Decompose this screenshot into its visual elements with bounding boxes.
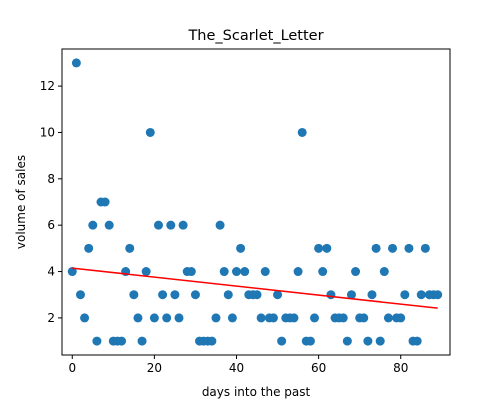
data-point [433,290,443,300]
y-axis: 2 4 6 8 10 12 [40,79,62,325]
data-point [170,290,180,300]
data-point [379,267,389,277]
y-tick-label: 12 [40,79,55,93]
data-point [88,220,98,230]
data-point [375,336,385,346]
data-point [117,336,127,346]
plot-area: 0 20 40 60 80 2 4 6 8 10 12 [40,48,451,375]
data-point [149,313,159,323]
data-point [227,313,237,323]
data-point [371,243,381,253]
data-point [326,290,336,300]
data-point [100,197,110,207]
y-tick-label: 4 [47,265,55,279]
x-tick-label: 0 [68,361,76,375]
data-point [92,336,102,346]
data-point [260,267,270,277]
data-point [289,313,299,323]
data-point [318,267,328,277]
data-point [75,290,85,300]
data-point [215,220,225,230]
data-point [268,313,278,323]
data-point [153,220,163,230]
data-point [178,220,188,230]
data-point [342,336,352,346]
x-tick-label: 80 [393,361,408,375]
plot-frame [61,48,451,356]
data-point [125,243,135,253]
chart-title: The_Scarlet_Letter [187,28,323,44]
data-point [137,336,147,346]
data-point [145,127,155,137]
data-point [223,290,233,300]
data-point [305,336,315,346]
y-tick-label: 10 [40,125,55,139]
data-point [297,127,307,137]
data-point [256,313,266,323]
y-axis-title: volume of sales [14,155,28,249]
data-point [359,313,369,323]
y-tick-label: 8 [47,172,55,186]
data-point [207,336,217,346]
data-point [412,336,422,346]
data-point [252,290,262,300]
data-point [190,290,200,300]
x-tick-label: 40 [229,361,244,375]
data-point [416,290,426,300]
data-point [67,267,77,277]
y-tick-label: 6 [47,218,55,232]
data-point [351,267,361,277]
data-point [310,313,320,323]
data-point [338,313,348,323]
data-point [71,58,81,68]
data-points [67,58,443,346]
data-point [174,313,184,323]
data-point [404,243,414,253]
data-point [346,290,356,300]
data-point [133,313,143,323]
x-axis: 0 20 40 60 80 [68,355,408,375]
data-point [383,313,393,323]
data-point [80,313,90,323]
data-point [158,290,168,300]
data-point [141,267,151,277]
data-point [186,267,196,277]
data-point [396,313,406,323]
data-point [400,290,410,300]
data-point [166,220,176,230]
data-point [420,243,430,253]
x-tick-label: 60 [311,361,326,375]
trend-line [72,267,438,309]
data-point [273,290,283,300]
data-point [322,243,332,253]
data-point [236,243,246,253]
x-tick-label: 20 [147,361,162,375]
data-point [363,336,373,346]
data-point [104,220,114,230]
trend-line-group [72,267,438,309]
data-point [211,313,221,323]
data-point [367,290,377,300]
x-axis-title: days into the past [202,385,311,399]
data-point [314,243,324,253]
data-point [277,336,287,346]
data-point [219,267,229,277]
data-point [231,267,241,277]
data-point [129,290,139,300]
data-point [293,267,303,277]
data-point [388,243,398,253]
data-point [240,267,250,277]
y-tick-label: 2 [47,311,55,325]
data-point [162,313,172,323]
data-point [84,243,94,253]
